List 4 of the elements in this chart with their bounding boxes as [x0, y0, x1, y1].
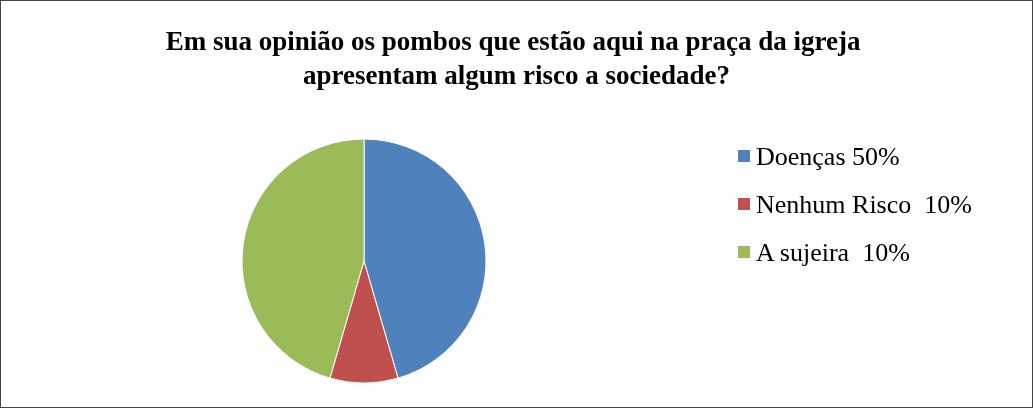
legend-label: A sujeira 10%	[756, 237, 910, 267]
chart-title: Em sua opinião os pombos que estão aqui na praça da igreja apresentam algum risco a sociedade?	[165, 26, 868, 90]
legend-label: Doenças 50%	[756, 141, 900, 171]
legend-label: Nenhum Risco 10%	[756, 189, 972, 219]
